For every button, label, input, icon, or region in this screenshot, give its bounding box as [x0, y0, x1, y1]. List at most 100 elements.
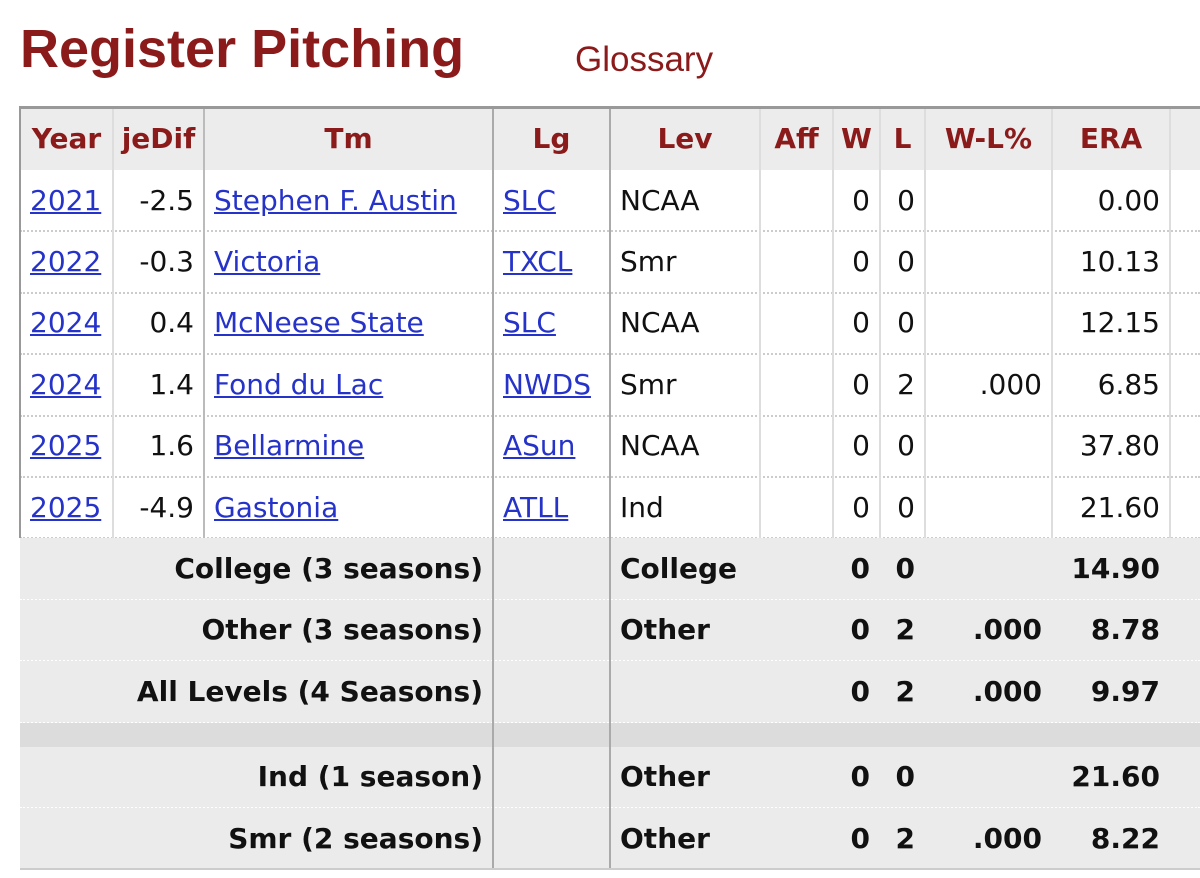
summary-cell: College: [620, 552, 738, 586]
column-header: Lg: [532, 122, 571, 155]
table-link[interactable]: 2025: [30, 490, 102, 524]
table-link[interactable]: SLC: [503, 306, 556, 340]
column-line: [609, 108, 611, 870]
summary-cell: 0: [895, 552, 915, 586]
table-cell: -4.9: [139, 490, 194, 524]
column-line: [759, 108, 761, 539]
column-header: Lev: [657, 122, 713, 155]
table-cell: Smr: [620, 245, 677, 279]
table-cell: 0: [897, 183, 915, 217]
table-cell: NCAA: [620, 306, 700, 340]
summary-cell: Smr (2 seasons): [228, 821, 483, 855]
table-cell: 0: [852, 490, 870, 524]
table-cell: -2.5: [139, 183, 194, 217]
table-link[interactable]: NWDS: [503, 367, 591, 401]
column-header: jeDif: [121, 122, 196, 155]
table-cell: 0: [852, 183, 870, 217]
table-cell: 1.4: [149, 367, 194, 401]
table-link[interactable]: Stephen F. Austin: [214, 183, 457, 217]
summary-cell: 8.78: [1090, 613, 1160, 647]
table-border-top: [19, 106, 1200, 109]
summary-cell: .000: [972, 674, 1042, 708]
summary-cell: All Levels (4 Seasons): [136, 674, 483, 708]
summary-cell: 21.60: [1071, 760, 1160, 794]
table-cell: 0: [852, 367, 870, 401]
summary-cell: 0: [850, 613, 870, 647]
column-line: [203, 108, 205, 539]
table-cell: 0: [897, 306, 915, 340]
column-header: L: [893, 122, 912, 155]
summary-cell: 2: [895, 821, 915, 855]
table-link[interactable]: SLC: [503, 183, 556, 217]
table-cell: NCAA: [620, 183, 700, 217]
summary-cell: Other: [620, 613, 710, 647]
summary-cell: Other: [620, 821, 710, 855]
summary-cell: .000: [972, 821, 1042, 855]
summary-cell: College (3 seasons): [174, 552, 483, 586]
summary-cell: Other: [620, 760, 710, 794]
table-cell: 0: [852, 429, 870, 463]
table-cell: -0.3: [139, 245, 194, 279]
table-cell: 0: [852, 245, 870, 279]
table-border-bottom: [20, 868, 1200, 871]
table-link[interactable]: McNeese State: [214, 306, 424, 340]
table-cell: .000: [979, 367, 1042, 401]
table-link[interactable]: TXCL: [503, 245, 573, 279]
table-link[interactable]: ASun: [503, 429, 576, 463]
table-cell: 0: [897, 490, 915, 524]
summary-cell: 8.22: [1090, 821, 1160, 855]
table-link[interactable]: 2021: [30, 183, 102, 217]
glossary-link[interactable]: Glossary: [575, 40, 714, 79]
table-cell: 0: [852, 306, 870, 340]
column-line: [112, 108, 114, 539]
table-link[interactable]: ATLL: [503, 490, 569, 524]
table-cell: Smr: [620, 367, 677, 401]
summary-cell: 14.90: [1071, 552, 1160, 586]
table-cell: 0: [897, 429, 915, 463]
table-cell: 10.13: [1079, 245, 1160, 279]
column-header: Tm: [324, 122, 373, 155]
table-cell: 1.6: [149, 429, 194, 463]
table-cell: 0.4: [149, 306, 194, 340]
table-link[interactable]: 2024: [30, 306, 102, 340]
table-cell: 6.85: [1097, 367, 1160, 401]
summary-cell: 0: [850, 821, 870, 855]
summary-cell: 0: [850, 552, 870, 586]
column-line: [492, 108, 494, 870]
summary-cell: Ind (1 season): [257, 760, 483, 794]
column-header: W: [841, 122, 872, 155]
summary-cell: 2: [895, 674, 915, 708]
table-border-left: [19, 108, 21, 539]
page-title: Register Pitching: [20, 19, 465, 79]
column-line: [879, 108, 881, 539]
column-header: Year: [31, 122, 102, 155]
summary-cell: 0: [850, 674, 870, 708]
table-cell: 2: [897, 367, 915, 401]
summary-cell: 9.97: [1090, 674, 1160, 708]
column-header: W-L%: [944, 122, 1033, 155]
table-cell: NCAA: [620, 429, 700, 463]
table-link[interactable]: Fond du Lac: [214, 367, 384, 401]
table-cell: 21.60: [1079, 490, 1160, 524]
summary-cell: 0: [850, 760, 870, 794]
table-link[interactable]: Victoria: [214, 245, 321, 279]
table-cell: 0: [897, 245, 915, 279]
table-cell: 37.80: [1079, 429, 1160, 463]
table-cell: Ind: [620, 490, 664, 524]
summary-cell: Other (3 seasons): [201, 613, 483, 647]
column-header: Aff: [774, 122, 819, 155]
table-link[interactable]: Gastonia: [214, 490, 339, 524]
table-link[interactable]: 2022: [30, 245, 102, 279]
table-link[interactable]: 2025: [30, 429, 102, 463]
column-line: [1169, 108, 1171, 539]
table-cell: 0.00: [1097, 183, 1160, 217]
column-line: [924, 108, 926, 539]
table-link[interactable]: Bellarmine: [214, 429, 365, 463]
table-cell: 12.15: [1079, 306, 1160, 340]
summary-cell: 2: [895, 613, 915, 647]
column-line: [832, 108, 834, 539]
table-link[interactable]: 2024: [30, 367, 102, 401]
summary-cell: .000: [972, 613, 1042, 647]
